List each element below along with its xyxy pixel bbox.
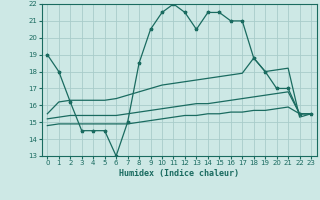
X-axis label: Humidex (Indice chaleur): Humidex (Indice chaleur): [119, 169, 239, 178]
